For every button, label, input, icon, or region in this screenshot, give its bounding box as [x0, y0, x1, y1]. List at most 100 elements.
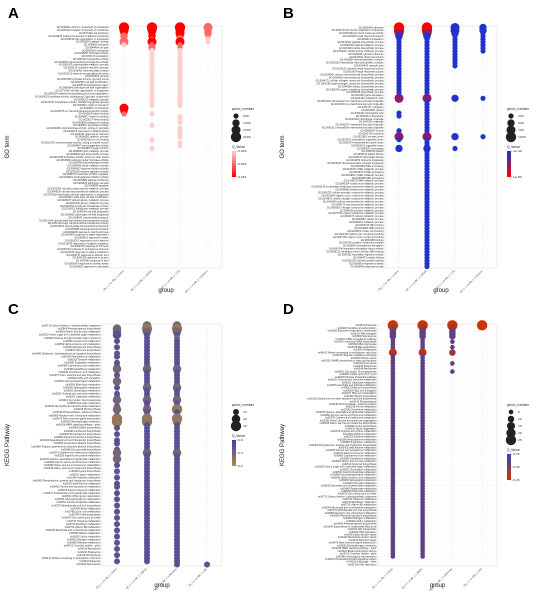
enrichment-dot	[113, 372, 121, 379]
term-label: GO:0045490 pectin catabolic process	[67, 165, 109, 168]
term-label: GO:0044260 cellular macromolecule metabo…	[323, 200, 385, 203]
plot-area	[384, 25, 498, 269]
panel-a: A GO:0016021 intrinsic component of membr…	[5, 5, 255, 294]
term-label: GO:0051082 unfolded protein binding	[342, 259, 384, 262]
term-label: ko00471 D-Glutamine and D-glutamate meta…	[44, 492, 101, 495]
term-label: GO:0006412 translation	[357, 38, 384, 41]
legend-size-dot	[231, 414, 241, 424]
enrichment-dot	[112, 377, 122, 386]
term-label: ko00750 Vitamin B6 metabolism	[65, 526, 101, 529]
term-label: ko04146 Peroxisome	[78, 548, 101, 551]
term-label: ko00040 Pentose and glucuronate intercon…	[44, 337, 101, 340]
enrichment-dot	[121, 42, 127, 48]
term-label: GO:0009408 response to heat	[350, 265, 383, 268]
group-tick-label: CK_1-1 vs HR_1-1.GOterm	[459, 269, 484, 294]
term-label: GO:0009570 chloroplast stroma	[349, 156, 385, 159]
term-label: ko00670 One carbon pool by folate	[338, 493, 377, 496]
term-label: GO:0009505 plant-type cell wall	[73, 182, 109, 185]
term-label: ko00062 Fatty acid elongation	[67, 377, 101, 380]
legend-size-label: 30	[243, 424, 247, 428]
y-axis-title: KEGG Pathway	[280, 424, 286, 466]
term-label: GO:0005634 nucleus	[360, 130, 384, 133]
term-label: ko00730 Thiamine metabolism	[343, 498, 377, 501]
term-label: GO:0009059 macromolecule biosynthetic pr…	[329, 76, 384, 79]
term-label: ko03050 Proteasome	[353, 349, 377, 352]
enrichment-dot	[452, 63, 458, 69]
group-tick-label: CK_1-1 vs HR_1-1.KO	[188, 568, 208, 588]
legend-size-label: 5	[518, 410, 520, 414]
term-label: GO:0022613 ribonucleoprotein complex bio…	[327, 162, 384, 165]
term-label: ko00940 Phenylpropanoid biosynthesis	[334, 523, 378, 526]
term-label: GO:0009719 response to endogenous stimul…	[57, 248, 109, 251]
enrichment-dot	[450, 369, 455, 374]
term-label: ko00061 Fatty acid biosynthesis	[341, 387, 377, 390]
term-label: GO:0097305 response to alcohol	[73, 257, 109, 260]
term-label: ko00710 Carbon fixation in photosyntheti…	[318, 495, 378, 498]
term-label: ko00909 Sesquiterpenoid and triterpenoid…	[40, 439, 102, 442]
term-label: GO:0044238 primary metabolic process	[340, 209, 385, 212]
enrichment-dot	[395, 144, 403, 153]
group-tick-label: CK_1-1 vs HR_1-1.Gene	[378, 269, 400, 291]
term-label: GO:0042546 cell wall biogenesis	[73, 211, 110, 214]
term-label: GO:1990904 ribonucleoprotein complex	[340, 59, 385, 62]
term-label: GO:0004553 hydrolase activity, hydrolyzi…	[35, 95, 109, 98]
legend-size-dot	[505, 131, 517, 143]
term-label: GO:0044271 cellular nitrogen compound bi…	[316, 79, 385, 82]
term-label: GO:0010383 cell wall polysaccharide meta…	[47, 188, 109, 191]
group-tick-label: CK_1-1 vs HR_1-1.KEGG	[401, 567, 423, 589]
y-axis-title: KEGG Pathway	[5, 424, 11, 466]
term-label: GO:0020037 heme binding	[79, 118, 109, 121]
legend-color-label: 0.4	[238, 451, 243, 455]
term-label: ko00630 Glyoxylate and dicarboxylate met…	[321, 485, 377, 488]
term-label: ko03060 Protein export	[351, 357, 377, 360]
term-label: ko00340 Histidine metabolism	[343, 433, 376, 436]
term-label: ko04626 Plant-pathogen interaction	[61, 421, 101, 424]
legend-size-label: 10	[518, 417, 522, 421]
term-label: GO:0006139 nucleobase-containing compoun…	[311, 186, 384, 189]
enrichment-dot	[177, 142, 183, 149]
term-label: ko00770 Pantothenate and CoA biosynthesi…	[51, 504, 101, 507]
term-label: GO:0006629 lipid metabolic process	[69, 150, 110, 153]
term-label: ko00906 Carotenoid biosynthesis	[64, 430, 101, 433]
term-label: ko00510 N-Glycan biosynthesis	[342, 463, 377, 466]
legend-size-title: gene_number	[507, 403, 530, 407]
term-label: ko04075 Plant hormone signal transductio…	[329, 542, 377, 545]
term-label: ko00830 Retinol metabolism	[69, 532, 100, 535]
term-label: ko00520 Amino sugar and nucleotide sugar…	[315, 466, 376, 469]
term-label: ko04144 Endocytosis	[353, 362, 377, 365]
term-label: ko00030 Pentose phosphate pathway	[335, 376, 377, 379]
legend-size-dot	[506, 421, 516, 431]
term-label: ko00340 Histidine metabolism	[67, 476, 100, 479]
legend-size-dot	[507, 415, 515, 423]
legend-color-label: 1e-40	[513, 149, 522, 153]
term-label: ko00230 Purine metabolism	[346, 406, 377, 409]
legend-color-label: 1e-80	[513, 175, 522, 179]
legend-size-dot	[230, 131, 242, 143]
term-label: ko00650 Butanoate metabolism	[341, 490, 376, 493]
term-label: GO:0015934 large ribosomal subunit	[343, 71, 384, 74]
term-label: GO:0016798 hydrolase activity, glycosyl …	[57, 78, 109, 81]
term-label: ko00562 Inositol phosphate metabolism	[333, 471, 377, 474]
term-label: ko00250 Alanine, aspartate and glutamate…	[40, 458, 101, 461]
term-label: ko00350 Tyrosine metabolism	[68, 358, 101, 361]
legend-color-title: Q_Value	[232, 434, 245, 438]
legend-color-label: 0.25	[513, 478, 520, 482]
legend-size-label: 1500	[243, 128, 251, 132]
term-label: GO:0009536 plastid	[362, 150, 384, 153]
term-label: GO:0044042 glucan metabolic process	[66, 202, 109, 205]
term-label: ko00561 Glycerolipid metabolism	[64, 390, 101, 393]
enrichment-dot	[113, 344, 121, 351]
term-label: GO:0006073 cellular glucan metabolic pro…	[57, 199, 109, 202]
term-label: ko03430 Mismatch repair	[349, 539, 377, 542]
enrichment-dot	[113, 545, 121, 552]
term-label: GO:0034470 ncRNA processing	[349, 171, 384, 174]
term-label: ko04075 Plant hormone signal transductio…	[53, 417, 101, 420]
term-label: GO:0004601 peroxidase activity	[73, 124, 109, 127]
term-label: GO:0005618 cell wall	[85, 75, 109, 78]
term-label: GO:0043169 cation binding	[78, 113, 109, 116]
term-label: ko00073 Cutin, suberine and wax biosynth…	[49, 374, 101, 377]
term-label: ko04136 Autophagy - other	[346, 561, 376, 564]
legend-size-dot	[507, 119, 515, 127]
term-label: GO:0006725 cellular aromatic compound me…	[318, 192, 385, 195]
